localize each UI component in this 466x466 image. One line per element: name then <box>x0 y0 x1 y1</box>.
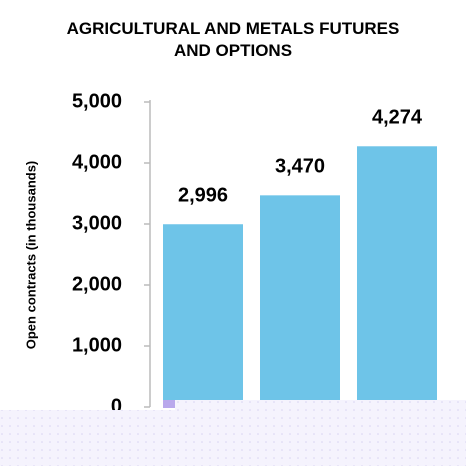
bar <box>260 195 340 407</box>
y-axis-label: Open contracts (in thousands) <box>23 161 38 350</box>
chart-title: AGRICULTURAL AND METALS FUTURES AND OPTIO… <box>67 19 400 60</box>
y-tick-label: 0 <box>111 395 122 417</box>
value-label: 2,996 <box>178 185 228 207</box>
overlay-accent <box>163 400 175 408</box>
y-tick-label: 2,000 <box>72 273 122 295</box>
y-tick-label: 3,000 <box>72 212 122 234</box>
bar <box>357 146 437 407</box>
bar <box>163 224 243 407</box>
overlay-panel <box>0 400 466 466</box>
y-tick-label: 1,000 <box>72 334 122 356</box>
y-tick-label: 5,000 <box>72 90 122 112</box>
y-tick-label: 4,000 <box>72 151 122 173</box>
value-label: 4,274 <box>372 107 423 129</box>
value-label: 3,470 <box>275 156 325 178</box>
